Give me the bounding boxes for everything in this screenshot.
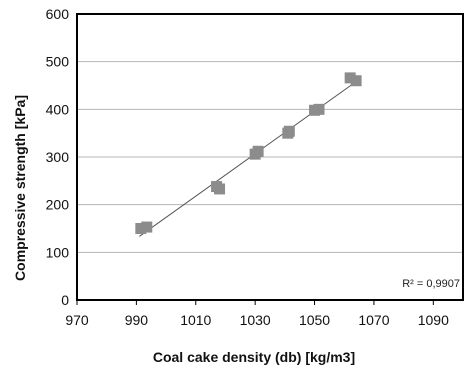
trendline: [139, 79, 360, 237]
y-tick-500: 500: [46, 54, 70, 70]
y-tick-0: 0: [61, 292, 69, 308]
data-point: [344, 72, 356, 84]
data-point: [350, 75, 362, 87]
x-tick-1050: 1050: [299, 312, 330, 328]
y-tick-400: 400: [46, 101, 70, 117]
y-tick-300: 300: [46, 149, 70, 165]
r-squared-annotation: R² = 0,9907: [402, 278, 460, 290]
data-point: [135, 223, 147, 234]
x-axis-label: Coal cake density (db) [kg/m3]: [153, 349, 355, 365]
plot-frame: [76, 13, 464, 301]
y-axis-label: Compressive strength [kPa]: [12, 95, 28, 281]
x-tick-1010: 1010: [180, 312, 211, 328]
data-point: [214, 183, 226, 195]
data-point: [283, 125, 295, 137]
y-tick-200: 200: [46, 197, 70, 213]
x-tick-1090: 1090: [418, 312, 449, 328]
data-point: [141, 221, 153, 233]
x-tick-labels: 970 990 1010 1030 1050 1070 1090: [65, 300, 449, 328]
x-tick-970: 970: [65, 312, 89, 328]
data-point: [252, 145, 264, 157]
y-tick-600: 600: [46, 6, 70, 22]
y-tick-100: 100: [46, 244, 70, 260]
y-tick-labels: 0 100 200 300 400 500 600: [46, 6, 70, 308]
x-tick-990: 990: [125, 312, 149, 328]
data-points: [135, 72, 362, 234]
gridlines: [77, 61, 463, 253]
x-tick-1070: 1070: [358, 312, 389, 328]
x-tick-1030: 1030: [240, 312, 271, 328]
data-point: [313, 103, 325, 115]
trendline-group: [139, 79, 360, 237]
